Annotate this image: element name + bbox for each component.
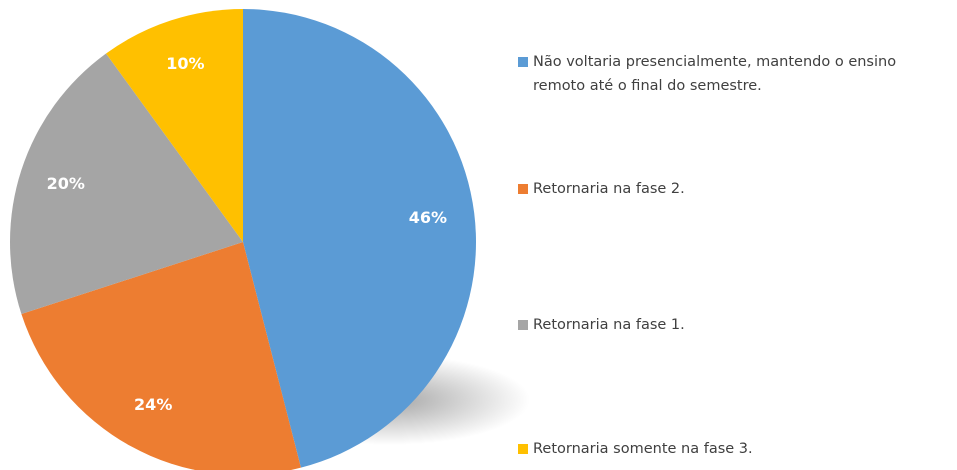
pie-slice	[243, 9, 476, 468]
legend-label: Retornaria somente na fase 3.	[533, 441, 753, 457]
legend-label: Não voltaria presencialmente, mantendo o…	[533, 54, 897, 94]
legend-swatch	[518, 184, 528, 194]
data-label: 46%	[409, 208, 447, 227]
pie-slice	[21, 242, 301, 470]
legend-swatch	[518, 320, 528, 330]
pie-slice	[106, 9, 243, 242]
data-label: 10%	[166, 54, 204, 73]
legend-label: Retornaria na fase 2.	[533, 181, 685, 197]
pie: 46% 24% 20% 10%	[9, 9, 476, 470]
legend-item: Retornaria somente na fase 3.	[518, 437, 948, 461]
legend-swatch	[518, 57, 528, 67]
legend-item: Retornaria na fase 2.	[518, 177, 948, 201]
pie-slice	[9, 53, 243, 315]
legend-swatch	[518, 444, 528, 454]
legend-item: Retornaria na fase 1.	[518, 313, 948, 337]
data-label: 20%	[47, 174, 85, 193]
data-label: 24%	[134, 395, 172, 414]
legend-label: Retornaria na fase 1.	[533, 317, 685, 333]
legend-item: Não voltaria presencialmente, mantendo o…	[518, 50, 948, 98]
